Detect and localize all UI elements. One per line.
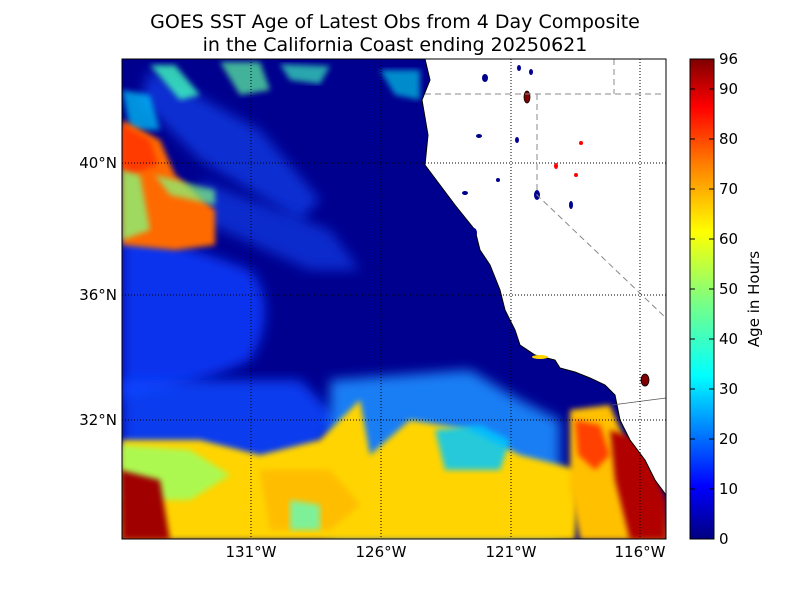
green-patch-1 (150, 65, 200, 100)
lat-label-32: 32°N (79, 411, 117, 429)
lon-label-121: 121°W (486, 543, 537, 561)
lake-3 (517, 65, 521, 71)
lake-red (523, 90, 531, 104)
colorbar-tick-label: 70 (719, 180, 738, 198)
blue-region-west (122, 230, 265, 400)
red-patch-southeast (575, 420, 610, 470)
cyan-patch-south-2 (435, 425, 510, 470)
lake-10 (471, 228, 477, 238)
green-patch-3 (280, 64, 330, 84)
colorbar-tick-label: 50 (719, 280, 738, 298)
colorbar-tick-label: 40 (719, 330, 738, 348)
colorbar-ticks: 0 10 20 30 40 50 60 70 80 90 96 (690, 50, 738, 548)
lake-9 (462, 191, 468, 195)
border-california-nevada (536, 94, 666, 319)
map-title-line-1: GOES SST Age of Latest Obs from 4 Day Co… (150, 11, 640, 33)
lake-5 (515, 137, 519, 143)
cyan-patch-south (290, 500, 320, 530)
border-us-mexico (611, 397, 666, 406)
green-strip-northwest (155, 175, 215, 205)
cyan-patch-1 (122, 90, 160, 130)
cyan-patch-2 (380, 70, 420, 100)
lake-8 (569, 201, 573, 209)
graticule (122, 59, 666, 539)
lake-11 (554, 163, 558, 169)
green-edge-northwest (122, 170, 150, 240)
channel-island (532, 355, 548, 359)
streak-patch-1 (140, 70, 320, 220)
colorbar-tick-label: 10 (719, 480, 738, 498)
colorbar (689, 58, 715, 540)
colorbar-tick-label: 0 (719, 530, 729, 548)
map-area (122, 59, 666, 539)
colorbar-tick-label: 80 (719, 130, 738, 148)
lake-6 (496, 178, 500, 182)
red-patch-southwest (122, 470, 170, 539)
map-title-line-2: in the California Coast ending 20250621 (202, 34, 588, 56)
lake-4 (476, 134, 482, 138)
lon-label-116: 116°W (615, 543, 666, 561)
colorbar-tick-label: 60 (719, 230, 738, 248)
colorbar-label: Age in Hours (745, 251, 763, 347)
lat-label-40: 40°N (79, 154, 117, 172)
lake-12 (574, 173, 578, 177)
orange-yellow-patch (260, 470, 360, 530)
lake-1 (482, 74, 488, 82)
streak-patch-2 (200, 180, 360, 270)
colorbar-tick-label: 30 (719, 380, 738, 398)
green-patch-2 (220, 62, 270, 95)
land-mass (421, 59, 666, 496)
lon-label-126: 126°W (356, 543, 407, 561)
dark-red-region-baja (610, 430, 666, 539)
colorbar-tick-label: 96 (719, 50, 738, 68)
lake-2 (529, 69, 533, 75)
colorbar-tick-label: 20 (719, 430, 738, 448)
lake-salton (640, 373, 650, 387)
colorbar-tick-label: 90 (719, 80, 738, 98)
map-border (121, 58, 667, 540)
lon-label-131: 131°W (226, 543, 277, 561)
lat-label-36: 36°N (79, 286, 117, 304)
lake-13 (579, 141, 583, 145)
